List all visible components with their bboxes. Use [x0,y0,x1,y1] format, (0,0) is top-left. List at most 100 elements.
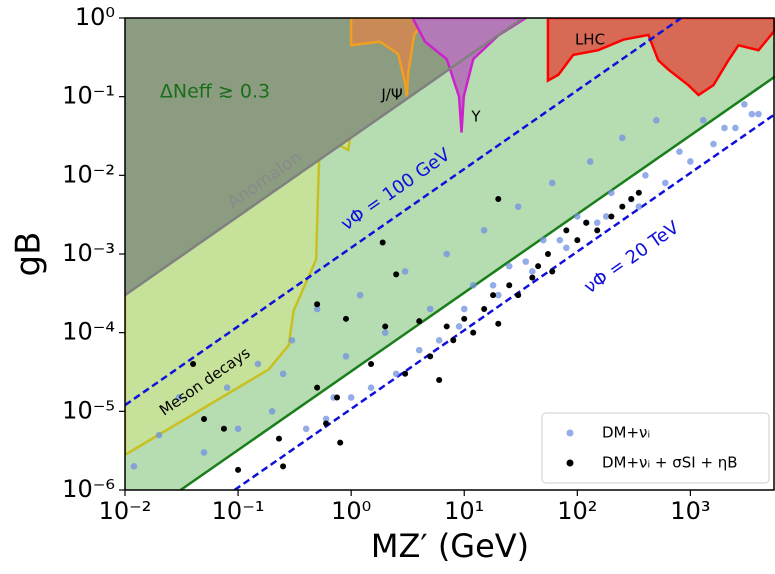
y-tick-label: 10⁻³ [62,239,115,267]
y-tick-label: 10⁻¹ [62,82,115,110]
point [223,384,231,391]
point [741,100,748,108]
point [322,415,330,423]
legend-marker [566,459,574,467]
point [415,346,423,354]
point [748,110,756,118]
point [642,172,649,179]
legend-box [541,412,770,484]
point [480,227,488,234]
point [549,268,556,275]
y-tick-label: 10⁻⁵ [62,396,115,424]
point [539,236,547,244]
point [619,203,626,210]
point [220,425,227,432]
point [529,268,536,275]
point [556,236,564,244]
x-tick-label: 10¹ [444,497,484,525]
line [125,18,524,297]
point [393,271,400,278]
point [342,315,349,322]
point [619,134,626,142]
point [155,431,163,439]
point [455,323,463,330]
point [586,158,594,165]
point [563,227,570,234]
point [710,140,717,148]
point [427,353,434,360]
point [535,263,542,270]
y-tick-label: 10⁻⁴ [62,318,115,346]
point [402,370,409,377]
point [628,196,635,203]
x-tick-label: 10³ [670,497,710,525]
point [175,394,183,401]
point [356,291,364,299]
region [349,18,427,97]
point [522,258,530,265]
point [323,420,330,427]
point [495,320,502,327]
point [337,439,344,446]
y-tick-label: 10⁻² [62,160,115,188]
point [392,370,400,378]
x-tick-label: 10⁻¹ [212,497,265,525]
point [563,244,570,252]
point [280,463,287,470]
point [450,337,457,344]
point [635,189,642,196]
point [515,292,522,299]
x-axis-label: MZ′ (GeV) [371,527,529,565]
point [699,117,707,124]
point [687,158,694,165]
point [490,292,497,299]
point [653,117,660,124]
point [548,179,556,187]
y-tick-label: 10⁰ [75,3,115,31]
point [529,274,536,281]
point [574,213,581,220]
point [732,124,739,132]
point [426,305,434,313]
point [381,329,389,336]
legend-label: DM+νᵢ [602,424,650,442]
point [489,282,497,289]
point [401,268,409,275]
point [608,189,615,197]
point [755,110,762,118]
region [546,18,775,97]
point [279,370,287,378]
x-tick-label: 10² [557,497,597,525]
point [234,425,242,433]
point [544,251,551,257]
point [368,360,375,367]
y-axis-label: gB [9,232,49,277]
point [342,353,350,360]
point [583,219,590,226]
point [662,179,669,187]
x-tick-label: 10⁰ [331,497,371,525]
legend-marker [566,429,574,437]
point [635,203,643,210]
point [313,305,321,313]
annotation: ΔNeff ≳ 0.3 [160,81,270,103]
point [494,291,502,299]
point [443,323,450,330]
line [125,18,682,407]
point [443,250,451,258]
point [506,282,513,289]
legend-label: DM+νᵢ + σSI + ηB [602,454,738,472]
point [460,305,468,313]
point [275,435,282,442]
point [200,449,208,456]
point [288,336,296,344]
point [676,148,683,155]
point [367,384,375,391]
point [505,262,513,270]
point [461,315,468,322]
line [179,75,775,490]
point [495,196,502,203]
point [469,282,477,289]
annotation: J/Ψ [380,86,402,104]
